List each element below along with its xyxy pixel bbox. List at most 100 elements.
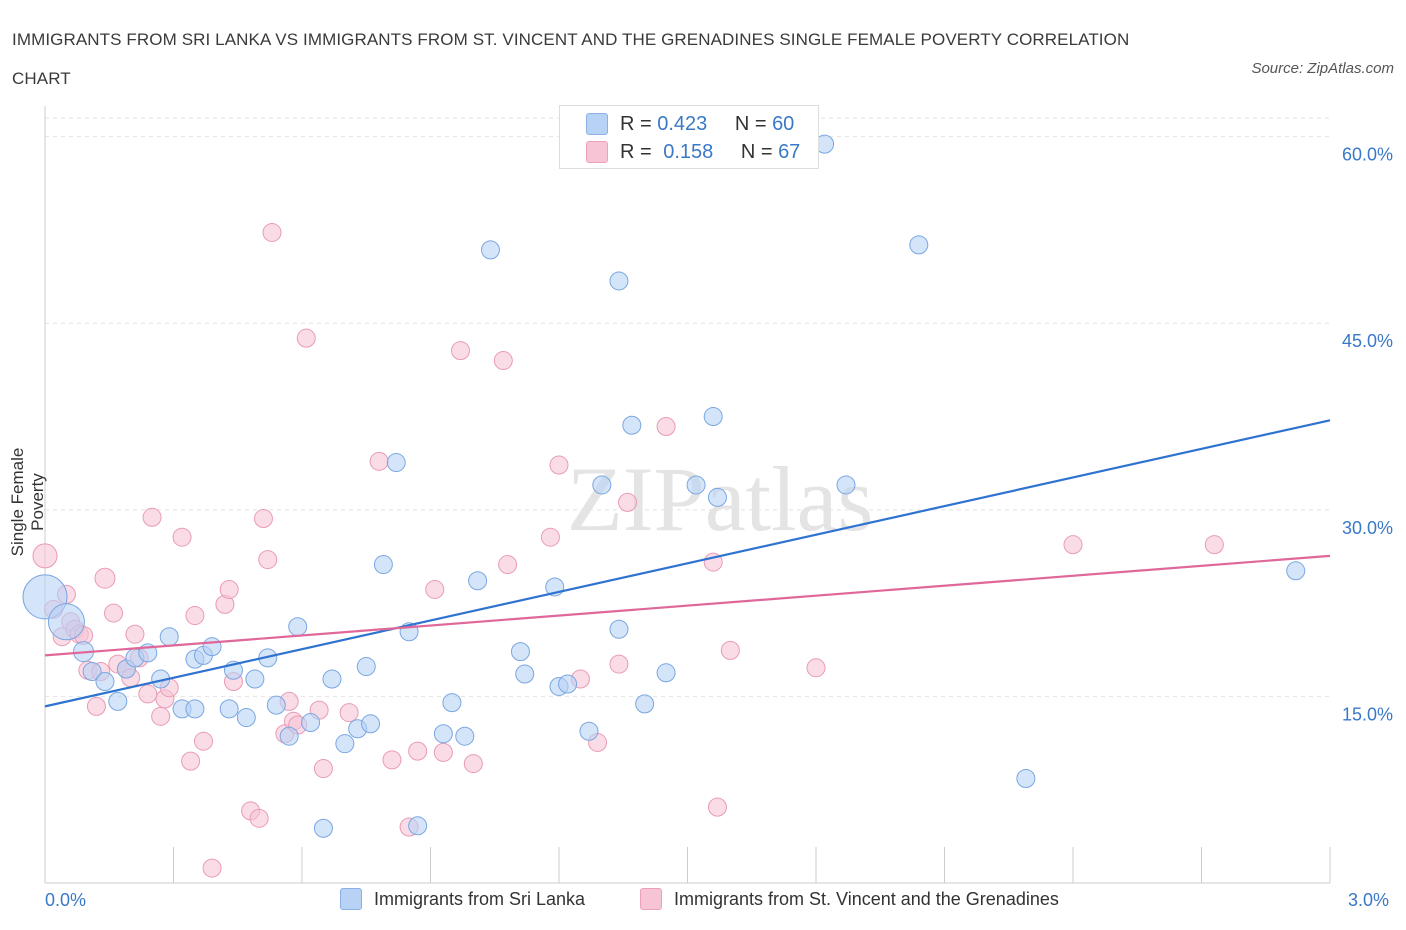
point-sri-lanka bbox=[703, 407, 723, 427]
point-sri-lanka bbox=[219, 699, 239, 719]
correlation-legend: R = 0.423 N = 60 R = 0.158 N = 67 bbox=[559, 105, 819, 169]
point-sri-lanka bbox=[515, 664, 535, 684]
point-st-vincent bbox=[450, 341, 470, 361]
point-sri-lanka bbox=[386, 453, 406, 473]
trend-lines bbox=[44, 419, 1331, 708]
point-st-vincent bbox=[94, 567, 116, 589]
point-st-vincent bbox=[249, 808, 269, 828]
legend-swatch-pink bbox=[586, 141, 608, 163]
point-st-vincent bbox=[656, 416, 676, 436]
point-sri-lanka bbox=[159, 627, 179, 647]
point-st-vincent bbox=[262, 222, 282, 242]
point-sri-lanka bbox=[442, 693, 462, 713]
point-sri-lanka bbox=[47, 603, 85, 641]
bottom-legend-label: Immigrants from Sri Lanka bbox=[374, 888, 586, 909]
point-sri-lanka bbox=[82, 662, 102, 682]
point-sri-lanka bbox=[635, 694, 655, 714]
point-st-vincent bbox=[618, 492, 638, 512]
legend-r-value: 0.423 bbox=[657, 112, 708, 135]
point-sri-lanka bbox=[301, 713, 321, 733]
point-sri-lanka bbox=[468, 571, 488, 591]
point-st-vincent bbox=[138, 684, 158, 704]
point-st-vincent bbox=[185, 606, 205, 626]
x-tick-label-min: 0.0% bbox=[45, 890, 87, 910]
point-st-vincent bbox=[493, 351, 513, 371]
legend-n-label: N = bbox=[740, 140, 773, 163]
point-st-vincent bbox=[369, 451, 389, 471]
point-sri-lanka bbox=[1286, 561, 1306, 581]
point-sri-lanka bbox=[95, 671, 115, 691]
point-sri-lanka bbox=[373, 555, 393, 575]
point-st-vincent bbox=[707, 797, 727, 817]
point-st-vincent bbox=[382, 750, 402, 770]
point-sri-lanka bbox=[185, 699, 205, 719]
y-tick-labels: 15.0% 30.0% 45.0% 60.0% bbox=[1342, 145, 1393, 725]
point-st-vincent bbox=[1204, 535, 1224, 555]
point-st-vincent bbox=[720, 640, 740, 660]
point-sri-lanka bbox=[335, 734, 355, 754]
point-st-vincent bbox=[125, 624, 145, 644]
point-st-vincent bbox=[32, 543, 58, 569]
point-sri-lanka bbox=[558, 674, 578, 694]
point-sri-lanka bbox=[279, 726, 299, 746]
point-sri-lanka bbox=[202, 637, 222, 657]
point-st-vincent bbox=[313, 759, 333, 779]
point-st-vincent bbox=[408, 741, 428, 761]
point-sri-lanka bbox=[361, 714, 381, 734]
legend-r-label: R = bbox=[620, 112, 652, 135]
point-st-vincent bbox=[151, 706, 171, 726]
point-st-vincent bbox=[296, 328, 316, 348]
point-sri-lanka bbox=[288, 617, 308, 637]
trend-line-st-vincent bbox=[44, 554, 1331, 657]
point-st-vincent bbox=[339, 703, 359, 723]
point-sri-lanka bbox=[1016, 769, 1036, 789]
point-st-vincent bbox=[253, 509, 273, 529]
point-sri-lanka bbox=[108, 691, 128, 711]
point-sri-lanka bbox=[356, 657, 376, 677]
legend-r-label: R = bbox=[620, 140, 652, 163]
point-sri-lanka bbox=[656, 663, 676, 683]
y-tick-label: 45.0% bbox=[1342, 331, 1393, 351]
point-sri-lanka bbox=[622, 415, 642, 435]
grid-lines bbox=[45, 117, 1330, 697]
point-st-vincent bbox=[142, 507, 162, 527]
point-st-vincent bbox=[463, 754, 483, 774]
point-st-vincent bbox=[86, 696, 106, 716]
y-tick-label: 30.0% bbox=[1342, 518, 1393, 538]
series-st-vincent-points bbox=[32, 222, 1224, 878]
point-st-vincent bbox=[104, 603, 124, 623]
point-sri-lanka bbox=[836, 475, 856, 495]
point-sri-lanka bbox=[480, 240, 500, 260]
y-axis-label: Single Female Poverty bbox=[8, 447, 47, 557]
point-sri-lanka bbox=[236, 708, 256, 728]
point-sri-lanka bbox=[909, 235, 929, 255]
legend-n-value: 60 bbox=[772, 112, 795, 135]
point-st-vincent bbox=[172, 527, 192, 547]
bottom-legend-swatch-pink bbox=[640, 888, 662, 910]
legend-r-value: 0.158 bbox=[663, 140, 714, 163]
y-tick-label: 15.0% bbox=[1342, 704, 1393, 724]
point-sri-lanka bbox=[245, 669, 265, 689]
point-sri-lanka bbox=[322, 669, 342, 689]
chart-title: IMMIGRANTS FROM SRI LANKA VS IMMIGRANTS … bbox=[12, 30, 1130, 88]
bottom-legend-label: Immigrants from St. Vincent and the Gren… bbox=[674, 888, 1059, 909]
point-sri-lanka bbox=[510, 642, 530, 662]
point-sri-lanka bbox=[433, 724, 453, 744]
point-st-vincent bbox=[1063, 535, 1083, 555]
point-sri-lanka bbox=[609, 619, 629, 639]
source-label: Source: ZipAtlas.com bbox=[1251, 60, 1394, 77]
point-sri-lanka bbox=[266, 695, 286, 715]
point-st-vincent bbox=[806, 658, 826, 678]
x-tick-label-max: 3.0% bbox=[1348, 890, 1390, 910]
point-st-vincent bbox=[219, 579, 239, 599]
point-st-vincent bbox=[258, 550, 278, 570]
point-sri-lanka bbox=[707, 487, 727, 507]
point-sri-lanka bbox=[455, 726, 475, 746]
bottom-legend-st-vincent: Immigrants from St. Vincent and the Gren… bbox=[640, 888, 1059, 910]
point-st-vincent bbox=[549, 455, 569, 475]
legend-n-label: N = bbox=[734, 112, 767, 135]
point-sri-lanka bbox=[408, 816, 428, 836]
point-st-vincent bbox=[433, 742, 453, 762]
point-st-vincent bbox=[498, 555, 518, 575]
